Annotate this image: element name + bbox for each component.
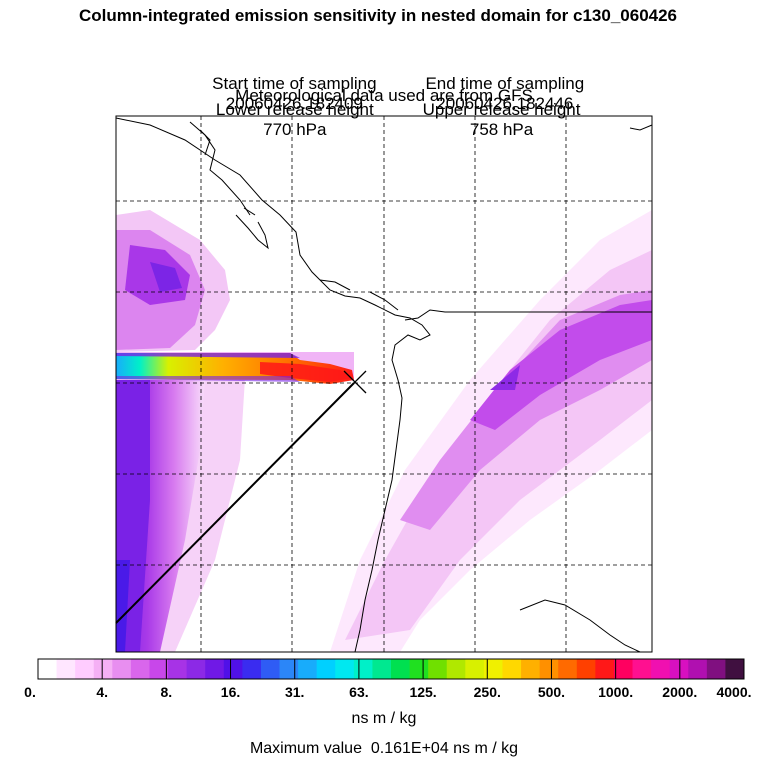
colorbar-swatch	[483, 659, 503, 679]
colorbar-swatch	[316, 659, 336, 679]
colorbar-swatch	[223, 659, 243, 679]
map-frame	[115, 115, 653, 653]
colorbar	[37, 658, 745, 680]
colorbar-swatch	[651, 659, 671, 679]
lower-release-label: Lower release height	[215, 100, 374, 119]
end-time-label: End time of sampling	[425, 74, 585, 93]
end-time-value: 20060426.182446	[436, 94, 574, 113]
colorbar-swatch	[260, 659, 280, 679]
colorbar-swatch	[149, 659, 169, 679]
colorbar-swatch	[558, 659, 578, 679]
colorbar-tick-label: 16.	[220, 684, 241, 700]
colorbar-swatch	[613, 659, 633, 679]
start-time-label: Start time of sampling	[212, 74, 377, 93]
upper-release-label: Upper release height	[422, 100, 581, 119]
colorbar-swatch	[335, 659, 355, 679]
colorbar-swatch	[539, 659, 559, 679]
sampling-times-row: Start time of sampling 20060426.182409 E…	[0, 34, 768, 134]
colorbar-swatch	[279, 659, 299, 679]
colorbar-swatch	[372, 659, 392, 679]
colorbar-swatch	[205, 659, 225, 679]
colorbar-swatch	[130, 659, 150, 679]
colorbar-swatch	[465, 659, 485, 679]
map-grid	[116, 116, 652, 652]
colorbar-units: ns m / kg	[351, 710, 417, 727]
colorbar-frame	[37, 658, 745, 680]
colorbar-swatch	[391, 659, 410, 679]
colorbar-swatch	[409, 659, 429, 679]
maximum-value-text: Maximum value 0.161E+04 ns m / kg	[249, 740, 519, 757]
colorbar-tick-label: 8.	[160, 684, 173, 700]
colorbar-swatch	[75, 659, 95, 679]
colorbar-swatch	[298, 659, 318, 679]
map-title: Column-integrated emission sensitivity i…	[78, 6, 678, 25]
colorbar-swatch	[428, 659, 448, 679]
colorbar-swatch	[706, 659, 726, 679]
colorbar-tick-label: 2000.	[662, 684, 698, 700]
sensitivity-field	[116, 210, 652, 652]
colorbar-swatch	[669, 659, 689, 679]
colorbar-swatch	[186, 659, 206, 679]
colorbar-tick-label: 4000.	[716, 684, 752, 700]
colorbar-tick-label: 1000.	[598, 684, 634, 700]
colorbar-swatch	[353, 659, 373, 679]
met-data-note: Meteorological data used are from GFS	[235, 86, 533, 105]
colorbar-swatch	[446, 659, 466, 679]
coastline	[115, 117, 653, 653]
colorbar-tick-label: 4.	[96, 684, 109, 700]
colorbar-tick-label: 31.	[284, 684, 305, 700]
colorbar-swatch	[502, 659, 522, 679]
colorbar-swatch	[56, 659, 76, 679]
colorbar-swatch	[168, 659, 188, 679]
colorbar-swatch	[521, 659, 541, 679]
colorbar-tick-label: 500.	[537, 684, 566, 700]
release-point-marker	[343, 370, 367, 394]
colorbar-tick-label: 250.	[473, 684, 501, 700]
colorbar-swatch	[93, 659, 113, 679]
colorbar-tick-label: 0.	[24, 684, 36, 700]
colorbar-swatch	[688, 659, 708, 679]
colorbar-tick-label: 63.	[349, 684, 369, 700]
colorbar-swatch	[112, 659, 132, 679]
colorbar-tick-label: 125.	[409, 684, 437, 700]
release-height-row: Lower release height 770 hPa Upper relea…	[0, 60, 768, 160]
colorbar-swatch	[38, 659, 57, 679]
colorbar-swatch	[725, 659, 745, 679]
upper-release-value: 758 hPa	[469, 120, 534, 139]
lower-release-value: 770 hPa	[263, 120, 327, 139]
colorbar-swatch	[242, 659, 262, 679]
start-time-value: 20060426.182409	[225, 94, 363, 113]
colorbar-swatch	[595, 659, 615, 679]
colorbar-swatch	[576, 659, 596, 679]
trajectory-line	[115, 382, 355, 624]
colorbar-swatch	[632, 659, 652, 679]
